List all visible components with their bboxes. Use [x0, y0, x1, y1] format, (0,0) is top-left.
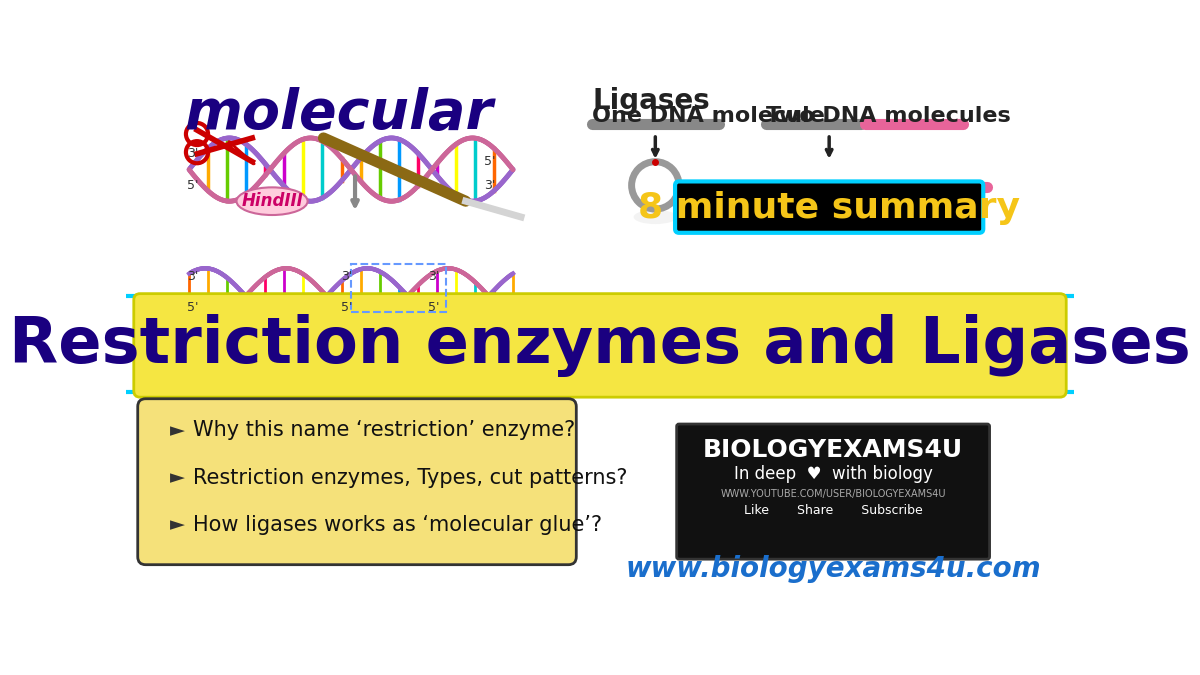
- Text: 3': 3': [342, 270, 353, 283]
- Text: 3': 3': [187, 147, 199, 160]
- Text: ►: ►: [169, 468, 185, 487]
- Text: WWW.YOUTUBE.COM/USER/BIOLOGYEXAMS4U: WWW.YOUTUBE.COM/USER/BIOLOGYEXAMS4U: [720, 489, 946, 499]
- Text: 5': 5': [428, 301, 440, 315]
- Text: ►: ►: [169, 421, 185, 440]
- Text: molecular: molecular: [185, 87, 493, 141]
- Ellipse shape: [634, 210, 677, 224]
- Text: 3': 3': [484, 179, 496, 192]
- Text: HindIII: HindIII: [241, 192, 302, 210]
- FancyBboxPatch shape: [677, 424, 990, 559]
- Ellipse shape: [236, 188, 307, 215]
- FancyBboxPatch shape: [676, 182, 983, 233]
- Text: 3': 3': [187, 270, 199, 283]
- Text: 5': 5': [341, 301, 353, 315]
- Text: How ligases works as ‘molecular glue’?: How ligases works as ‘molecular glue’?: [193, 515, 602, 535]
- Text: BIOLOGYEXAMS4U: BIOLOGYEXAMS4U: [703, 438, 964, 462]
- Text: 8 minute summary: 8 minute summary: [638, 190, 1020, 225]
- Text: 5': 5': [187, 301, 199, 315]
- FancyBboxPatch shape: [133, 294, 1067, 397]
- FancyBboxPatch shape: [138, 399, 576, 565]
- Text: Restriction enzymes and Ligases: Restriction enzymes and Ligases: [10, 314, 1190, 377]
- Text: ►: ►: [169, 516, 185, 535]
- Text: One DNA molecule: One DNA molecule: [592, 107, 824, 126]
- Text: Ligases: Ligases: [592, 86, 710, 115]
- Text: Two DNA molecules: Two DNA molecules: [766, 107, 1010, 126]
- Text: 3': 3': [428, 270, 439, 283]
- Text: www.biologyexams4u.com: www.biologyexams4u.com: [625, 555, 1040, 583]
- Text: In deep  ♥  with biology: In deep ♥ with biology: [733, 465, 932, 483]
- Text: Restriction enzymes, Types, cut patterns?: Restriction enzymes, Types, cut patterns…: [193, 468, 628, 488]
- FancyBboxPatch shape: [126, 71, 1074, 604]
- Text: 5': 5': [484, 155, 496, 168]
- Text: Like       Share       Subscribe: Like Share Subscribe: [744, 504, 923, 518]
- Text: Why this name ‘restriction’ enzyme?: Why this name ‘restriction’ enzyme?: [193, 421, 575, 440]
- Text: 5': 5': [187, 179, 199, 192]
